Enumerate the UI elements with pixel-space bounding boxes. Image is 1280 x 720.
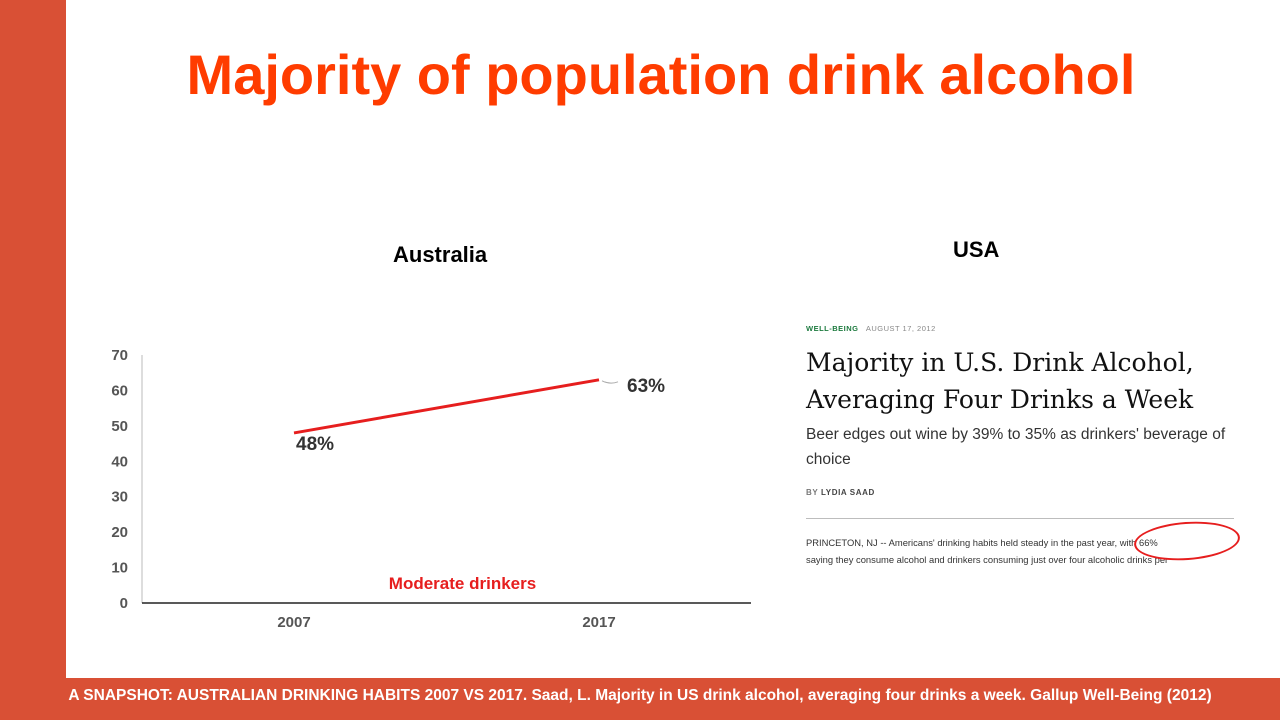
data-label: 63% <box>627 376 665 397</box>
article-meta: WELL-BEING AUGUST 17, 2012 <box>806 320 1246 338</box>
y-tick-label: 40 <box>111 453 128 470</box>
series-line-moderate-drinkers <box>293 378 600 435</box>
data-label: 48% <box>296 434 334 455</box>
footer-citation: A SNAPSHOT: AUSTRALIAN DRINKING HABITS 2… <box>0 678 1280 720</box>
article-subhead: Beer edges out wine by 39% to 35% as dri… <box>806 426 1226 468</box>
article-body-cutoff <box>806 568 1246 576</box>
series-name-label: Moderate drinkers <box>389 574 536 593</box>
article-date: AUGUST 17, 2012 <box>865 324 936 333</box>
y-tick-label: 20 <box>111 524 128 541</box>
byline-prefix: BY <box>806 488 819 497</box>
y-tick-label: 50 <box>111 418 128 435</box>
article-body-line1: PRINCETON, NJ -- Americans' drinking hab… <box>806 537 1158 548</box>
y-tick-label: 0 <box>120 595 128 612</box>
article-headline-line1: Majority in U.S. Drink Alcohol, <box>806 348 1194 377</box>
australia-label: Australia <box>393 242 488 267</box>
y-tick-label: 60 <box>111 382 128 399</box>
australia-line-chart: 0 10 20 30 40 50 60 70 2007 2017 48% 63% Moderate dr… <box>111 347 751 631</box>
y-tick-label: 30 <box>111 489 128 506</box>
article-body: PRINCETON, NJ -- Americans' drinking hab… <box>806 534 1246 576</box>
article-byline: BY LYDIA SAAD <box>806 488 1246 497</box>
y-tick-label: 70 <box>111 347 128 364</box>
y-tick-label: 10 <box>111 560 128 577</box>
article-headline: Majority in U.S. Drink Alcohol, Averagin… <box>806 344 1246 418</box>
byline-author: LYDIA SAAD <box>821 488 875 497</box>
data-label-leader-line <box>601 380 619 384</box>
article-divider <box>806 518 1234 519</box>
left-accent-bar <box>0 0 66 720</box>
article-category: WELL-BEING <box>806 324 859 333</box>
x-tick-label: 2007 <box>277 614 310 631</box>
article-body-line2: saying they consume alcohol and drinkers… <box>806 554 1169 565</box>
article-headline-line2: Averaging Four Drinks a Week <box>806 385 1194 414</box>
slide-title: Majority of population drink alcohol <box>186 43 1136 106</box>
usa-label: USA <box>953 237 1000 262</box>
x-tick-label: 2017 <box>582 614 615 631</box>
gallup-article-snippet: WELL-BEING AUGUST 17, 2012 Majority in U… <box>806 320 1246 576</box>
